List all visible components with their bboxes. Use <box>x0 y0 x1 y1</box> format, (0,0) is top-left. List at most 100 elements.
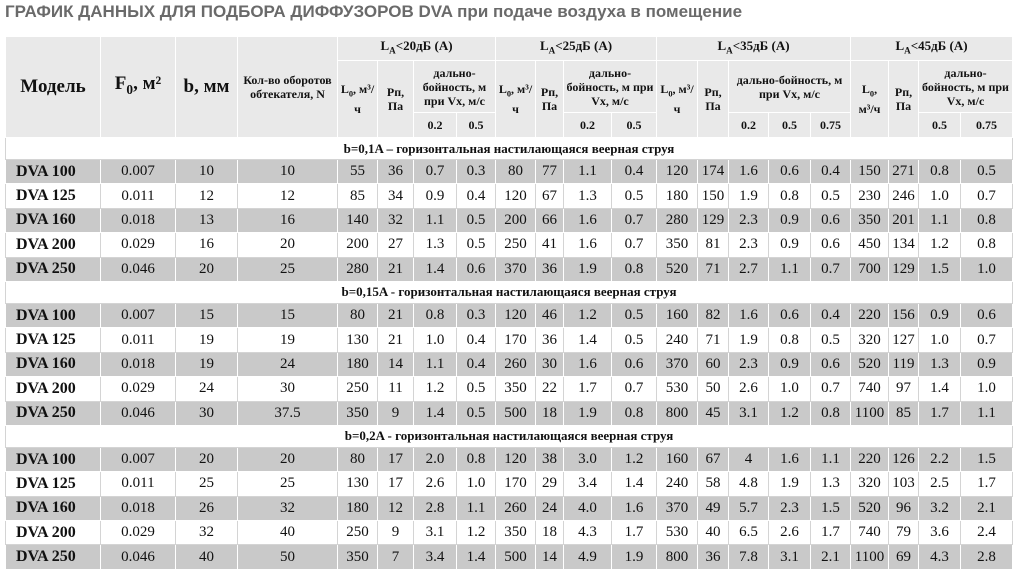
value-cell: 1.6 <box>768 446 811 473</box>
value-cell: 1.6 <box>563 207 612 234</box>
data-row: DVA 200 0.029 32 40 250 9 3.1 1.2 350 18 4.3 1.7 530… <box>5 520 1014 546</box>
group-header: LA<45дБ (A) <box>850 36 1014 61</box>
value-cell: 0.5 <box>611 327 657 353</box>
value-cell: 0.029 <box>100 232 176 258</box>
value-cell: 320 <box>850 327 890 353</box>
subscript: 0 <box>126 81 134 97</box>
value-cell: 71 <box>697 256 729 282</box>
value-cell: 280 <box>337 256 378 282</box>
model-cell: DVA 100 <box>5 302 101 329</box>
value-cell: 1.2 <box>456 520 496 546</box>
value-cell: 4.0 <box>563 495 612 522</box>
value-cell: 220 <box>850 302 890 329</box>
value-cell: 2.3 <box>768 495 811 522</box>
value-cell: 14 <box>535 544 564 570</box>
label-part: L <box>895 38 905 54</box>
value-cell: 36 <box>535 256 564 282</box>
header-row: Модель F0, м² b, мм Кол-во оборотов обтекат… <box>5 36 1014 138</box>
value-cell: 2.2 <box>918 446 962 473</box>
column-header: L0, м³/ч <box>337 60 378 138</box>
value-cell: 2.3 <box>728 207 769 234</box>
value-cell: 22 <box>535 376 564 402</box>
value-cell: 2.6 <box>413 471 457 497</box>
value-cell: 32 <box>237 495 338 522</box>
value-cell: 201 <box>888 207 920 234</box>
value-cell: 120 <box>656 158 698 185</box>
subscript: A <box>389 45 396 56</box>
model-cell: DVA 125 <box>5 471 101 497</box>
data-row: DVA 100 0.007 20 20 80 17 2.0 0.8 120 38 3.0 1.2 160… <box>5 446 1014 473</box>
value-cell: 25 <box>237 471 338 497</box>
value-cell: 0.4 <box>456 183 496 209</box>
subscript: A <box>726 45 733 56</box>
value-cell: 19 <box>237 327 338 353</box>
speed-header: 0.2 <box>728 112 769 138</box>
value-cell: 0.9 <box>413 183 457 209</box>
value-cell: 7 <box>377 544 414 570</box>
value-cell: 3.1 <box>728 400 769 426</box>
value-cell: 1100 <box>850 400 890 426</box>
value-cell: 29 <box>535 471 564 497</box>
value-cell: 1.9 <box>768 471 811 497</box>
value-cell: 160 <box>656 446 698 473</box>
value-cell: 180 <box>337 495 378 522</box>
label-part: L <box>498 82 507 97</box>
subscript: 0 <box>869 89 875 99</box>
value-cell: 0.8 <box>413 302 457 329</box>
model-cell: DVA 250 <box>5 256 101 282</box>
section-heading: b=0,2A - горизонтальная настилающаяся ве… <box>4 424 1014 448</box>
speed-header: 0.5 <box>456 112 496 138</box>
value-cell: 36 <box>535 327 564 353</box>
value-cell: 350 <box>337 400 378 426</box>
value-cell: 1.6 <box>563 232 612 258</box>
label-part: F <box>114 73 127 95</box>
data-row: DVA 200 0.029 24 30 250 11 1.2 0.5 350 22 1.7 0.7 53… <box>5 376 1014 402</box>
speed-header: 0.5 <box>918 112 962 138</box>
value-cell: 45 <box>697 400 729 426</box>
value-cell: 0.5 <box>456 400 496 426</box>
value-cell: 36 <box>377 158 414 185</box>
value-cell: 37.5 <box>237 400 338 426</box>
value-cell: 0.3 <box>456 158 496 185</box>
value-cell: 350 <box>495 520 536 546</box>
value-cell: 1.0 <box>918 327 962 353</box>
value-cell: 200 <box>495 207 536 234</box>
value-cell: 41 <box>535 232 564 258</box>
value-cell: 0.4 <box>809 302 852 329</box>
value-cell: 0.8 <box>960 232 1014 258</box>
value-cell: 1.6 <box>611 495 657 522</box>
label-part: L <box>380 38 390 54</box>
model-cell: DVA 200 <box>5 232 101 258</box>
value-cell: 0.9 <box>960 351 1014 378</box>
value-cell: 140 <box>337 207 378 234</box>
value-cell: 46 <box>535 302 564 329</box>
section-row: b=0,15A - горизонтальная настилающаяся в… <box>4 280 1014 304</box>
value-cell: 21 <box>377 327 414 353</box>
value-cell: 4.3 <box>563 520 612 546</box>
subscript: A <box>904 45 911 56</box>
value-cell: 246 <box>888 183 920 209</box>
section-row: b=0,2A - горизонтальная настилающаяся ве… <box>4 424 1014 448</box>
value-cell: 0.046 <box>100 256 176 282</box>
value-cell: 1.1 <box>809 446 852 473</box>
value-cell: 0.6 <box>611 351 657 378</box>
value-cell: 530 <box>656 376 698 402</box>
value-cell: 10 <box>237 158 338 185</box>
value-cell: 0.6 <box>768 158 811 185</box>
value-cell: 4.9 <box>563 544 612 570</box>
value-cell: 260 <box>495 495 536 522</box>
value-cell: 0.7 <box>960 327 1014 353</box>
data-row: DVA 250 0.046 40 50 350 7 3.4 1.4 500 14 4.9 1.9 800… <box>5 544 1014 570</box>
value-cell: 174 <box>697 158 729 185</box>
value-cell: 30 <box>535 351 564 378</box>
value-cell: 230 <box>850 183 890 209</box>
value-cell: 320 <box>850 471 890 497</box>
value-cell: 0.8 <box>768 183 811 209</box>
value-cell: 1.2 <box>918 232 962 258</box>
value-cell: 9 <box>377 400 414 426</box>
value-cell: 2.6 <box>768 520 811 546</box>
value-cell: 3.2 <box>918 495 962 522</box>
group-header: LA<20дБ (A) <box>337 36 496 61</box>
value-cell: 1.1 <box>413 207 457 234</box>
value-cell: 1.0 <box>456 471 496 497</box>
